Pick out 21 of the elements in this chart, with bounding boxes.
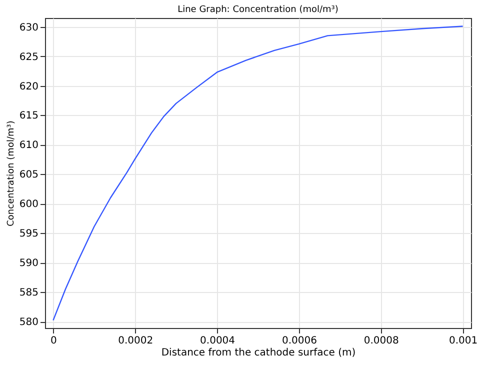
y-tick-label: 580 <box>19 317 38 328</box>
y-tick-label: 620 <box>19 81 38 92</box>
x-tick-label: 0.0006 <box>282 336 317 346</box>
y-tick-label: 600 <box>19 199 38 210</box>
x-tick-label: 0.0002 <box>118 336 154 346</box>
y-tick-label: 615 <box>19 110 38 122</box>
y-tick-label: 595 <box>19 228 38 240</box>
chart-title: Line Graph: Concentration (mol/m³) <box>178 5 338 15</box>
x-tick-label: 0.0008 <box>364 336 399 346</box>
x-axis-title: Distance from the cathode surface (m) <box>161 348 356 358</box>
y-tick-label: 605 <box>19 170 38 181</box>
y-tick-label: 610 <box>19 140 38 152</box>
x-tick-label: 0.001 <box>448 336 478 346</box>
x-tick-label: 0 <box>50 336 57 346</box>
y-tick-label: 625 <box>19 52 38 63</box>
y-tick-label: 590 <box>19 258 38 270</box>
y-tick-label: 630 <box>19 22 38 34</box>
y-tick-label: 585 <box>19 288 38 299</box>
y-axis-title: Concentration (mol/m³) <box>6 120 16 226</box>
line-series <box>52 26 464 321</box>
x-tick-label: 0.0004 <box>200 336 236 346</box>
